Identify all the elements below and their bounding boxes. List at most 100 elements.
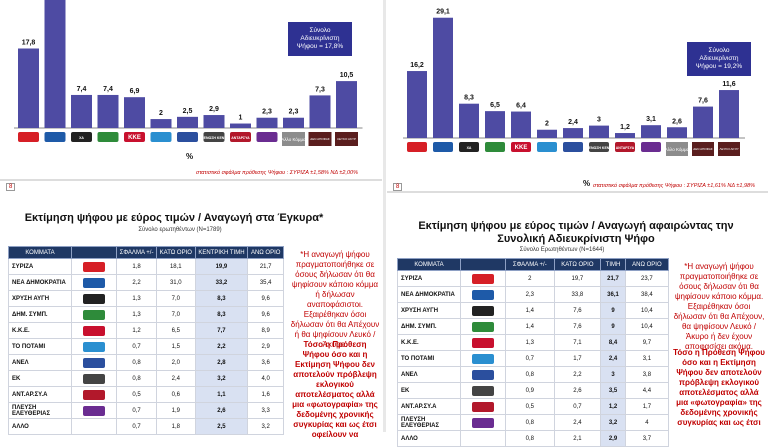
party-logo-icon xyxy=(83,357,105,368)
party-logo xyxy=(71,290,117,307)
party-logo-icon xyxy=(83,405,105,416)
error-value: 2 xyxy=(505,270,555,287)
party-logo xyxy=(460,334,506,351)
low-value: 2,4 xyxy=(156,370,196,387)
footnote-error: στατιστικό σφάλμα πρόθεσης Ψήφου : ΣΥΡΙΖ… xyxy=(196,169,358,176)
party-logo-icon xyxy=(472,417,494,428)
party-logo-icon xyxy=(83,389,105,400)
party-logo-icon xyxy=(472,289,494,300)
party-logo xyxy=(666,142,688,156)
low-value: 33,8 xyxy=(553,286,602,303)
bar xyxy=(124,97,145,128)
error-value: 0,8 xyxy=(505,366,555,383)
page-title-line1: Εκτίμηση ψήφου με εύρος τιμών / Αναγωγή … xyxy=(418,220,734,232)
table-row: ΣΥΡΙΖΑ 2 19,7 21,7 23,7 xyxy=(397,270,670,287)
low-value: 1,7 xyxy=(553,350,602,367)
high-value: 9,6 xyxy=(247,290,284,307)
party-logo xyxy=(203,132,225,142)
callout-text: Αδιευκρίνιστη xyxy=(300,34,340,42)
low-value: 2,6 xyxy=(553,382,602,399)
party-logo xyxy=(71,322,117,339)
bar xyxy=(511,111,531,138)
error-value: 0,7 xyxy=(115,402,158,419)
low-value: 19,7 xyxy=(553,270,602,287)
tick-label: ΧΑ xyxy=(79,136,84,140)
callout-box xyxy=(288,22,352,56)
mid-value: 1,2 xyxy=(600,398,626,415)
high-value: 8,9 xyxy=(247,322,284,339)
col-error: ΣΦΑΛΜΑ +/- xyxy=(505,258,555,271)
error-value: 0,8 xyxy=(505,414,555,431)
disclaimer-note: Τόσο η Πρόθεση Ψήφου όσο και η Εκτίμηση … xyxy=(673,348,765,427)
high-value: 3,6 xyxy=(247,354,284,371)
bar xyxy=(563,128,583,138)
high-value: 10,4 xyxy=(624,302,670,319)
low-value: 2,0 xyxy=(156,354,196,371)
party-logo xyxy=(97,132,119,142)
party-name: ΔΗΜ. ΣΥΜΠ. xyxy=(397,318,461,335)
mid-value: 1,1 xyxy=(194,386,249,403)
table-row: ΔΗΜ. ΣΥΜΠ. 1,3 7,0 8,3 9,6 xyxy=(8,306,284,323)
party-logo xyxy=(460,414,506,431)
tick-label: KKE xyxy=(515,145,528,151)
col-high: ΑΝΩ ΟΡΙΟ xyxy=(624,258,670,271)
data-label: 2 xyxy=(545,121,549,128)
callout-text: Σύνολο xyxy=(309,26,330,34)
high-value: 3,3 xyxy=(247,402,284,419)
footnote-error: στατιστικό σφάλμα πρόθεσης Ψήφου : ΣΥΡΙΖ… xyxy=(593,182,755,189)
bar xyxy=(177,116,198,128)
party-logo xyxy=(485,142,505,152)
tick-label: ΛΕΥΚΟ ΑΚΥΡ xyxy=(720,147,739,151)
party-name: ΑΛΛΟ xyxy=(397,430,461,447)
mid-value: 9 xyxy=(600,318,626,335)
mid-value: 7,7 xyxy=(194,322,249,339)
footnote-method: *Η αναγωγή ψήφου πραγματοποιήθηκε σε όσο… xyxy=(673,262,765,351)
bar xyxy=(719,90,739,138)
party-logo-icon xyxy=(83,341,105,352)
data-label: 2,3 xyxy=(262,109,272,116)
col-low: ΚΑΤΩ ΟΡΙΟ xyxy=(553,258,602,271)
low-value: 0,6 xyxy=(156,386,196,403)
mid-value: 3,2 xyxy=(600,414,626,431)
mid-value: 2,6 xyxy=(194,402,249,419)
party-logo-icon xyxy=(83,261,105,272)
bar xyxy=(537,129,557,138)
party-logo-icon xyxy=(472,385,494,396)
party-logo xyxy=(150,132,172,142)
col-party: ΚΟΜΜΑΤΑ xyxy=(8,246,72,259)
col-low: ΚΑΤΩ ΟΡΙΟ xyxy=(156,246,196,259)
bar xyxy=(433,17,453,138)
party-name: ΕΚ xyxy=(8,370,72,387)
high-value: 21,7 xyxy=(247,258,284,275)
party-logo xyxy=(71,402,117,419)
party-name: ΔΗΜ. ΣΥΜΠ. xyxy=(8,306,72,323)
bar xyxy=(615,133,635,138)
party-logo-icon xyxy=(472,369,494,380)
party-logo xyxy=(460,350,506,367)
data-label: 10,5 xyxy=(340,72,354,79)
disclaimer-note: Τόσο η Πρόθεση Ψήφου όσο και η Εκτίμηση … xyxy=(292,340,378,439)
mid-value: 19,9 xyxy=(194,258,249,275)
chart-panel-right: 16,2 29,1 8,3 ΧΑ 6,5 6,4 KKE 2 2,4 3 ΕΝΩΣΗ ΚΕΝ 1,2 Α… xyxy=(387,0,768,200)
low-value: 7,0 xyxy=(156,306,196,323)
party-logo xyxy=(589,142,609,152)
data-label: 16,2 xyxy=(410,62,424,69)
bar xyxy=(256,117,278,128)
data-label: 2,5 xyxy=(183,108,193,115)
error-value: 1,8 xyxy=(115,258,158,275)
data-label: 11,6 xyxy=(722,81,735,88)
tick-label: KKE xyxy=(128,135,141,141)
chart-panel-left: 17,8 7,4 ΧΑ 7,4 6,9 KKE 2 2,5 2,9 ΕΝΩΣΗ ΚΕΝ 1 ΑΝΤΑΡ… xyxy=(0,0,382,200)
tick-label: ΕΝΩΣΗ ΚΕΝ xyxy=(589,146,610,150)
data-label: 2,4 xyxy=(568,119,578,126)
party-logo xyxy=(44,132,66,142)
high-value: 35,4 xyxy=(247,274,284,291)
mid-value: 3 xyxy=(600,366,626,383)
tick-label: Άλλο Κόμμα xyxy=(281,136,306,142)
party-logo xyxy=(563,142,583,152)
party-logo xyxy=(460,382,506,399)
data-label: 7,3 xyxy=(315,86,325,93)
party-name: ΣΥΡΙΖΑ xyxy=(8,258,72,275)
high-value: 3,1 xyxy=(624,350,670,367)
error-value: 0,8 xyxy=(115,370,158,387)
